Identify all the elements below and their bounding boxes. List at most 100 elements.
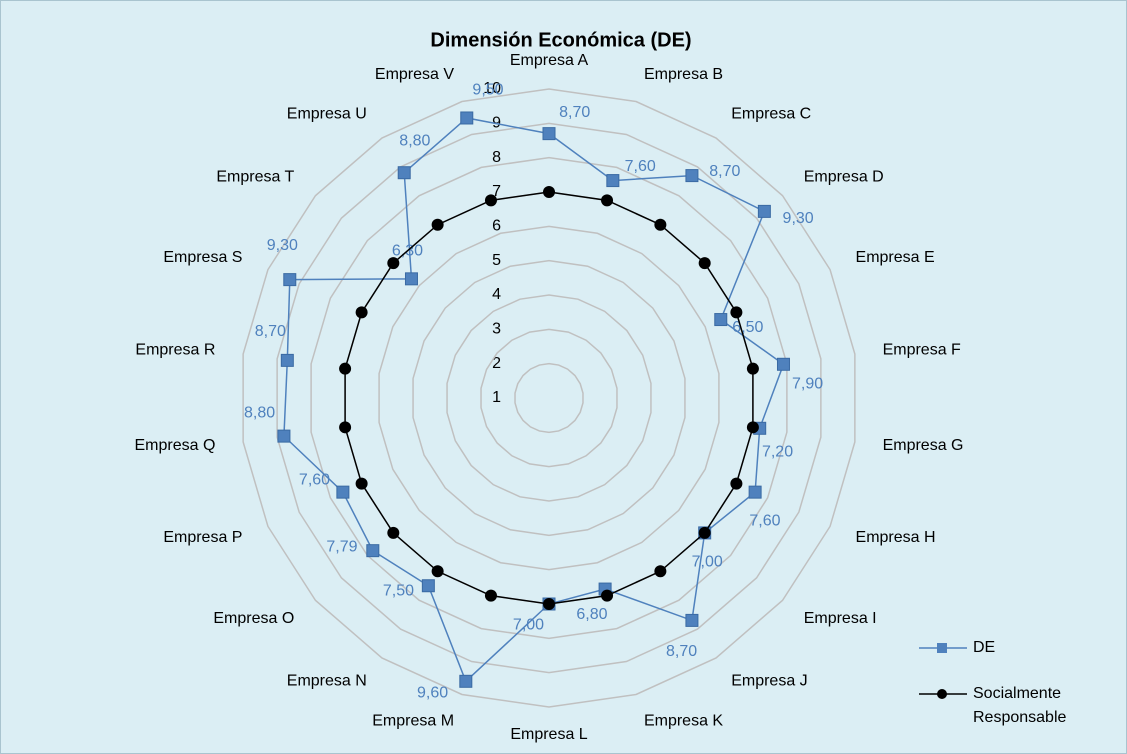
value-label: 7,90 bbox=[792, 376, 823, 393]
category-label: Empresa Q bbox=[135, 437, 216, 454]
marker bbox=[757, 204, 771, 218]
category-label: Empresa M bbox=[372, 713, 454, 730]
value-label: 7,60 bbox=[299, 472, 330, 489]
value-label: 8,70 bbox=[559, 104, 590, 121]
grid-ring bbox=[412, 259, 686, 537]
r-tick-label: 4 bbox=[492, 286, 501, 303]
category-label: Empresa L bbox=[510, 726, 587, 743]
category-label: Empresa D bbox=[804, 169, 884, 186]
value-label: 8,80 bbox=[244, 405, 275, 422]
grid-ring bbox=[446, 294, 652, 502]
marker bbox=[606, 174, 620, 188]
category-label: Empresa R bbox=[135, 341, 215, 358]
marker bbox=[685, 169, 699, 183]
value-label: 8,70 bbox=[255, 323, 286, 340]
category-label: Empresa C bbox=[731, 106, 811, 123]
marker bbox=[431, 218, 444, 231]
marker bbox=[339, 362, 352, 375]
marker bbox=[776, 357, 790, 371]
marker bbox=[404, 272, 418, 286]
r-tick-label: 10 bbox=[483, 80, 501, 97]
marker bbox=[460, 111, 474, 125]
value-label: 7,50 bbox=[383, 583, 414, 600]
marker bbox=[484, 589, 497, 602]
category-label: Empresa J bbox=[731, 673, 807, 690]
marker bbox=[543, 186, 555, 198]
value-label: 9,50 bbox=[472, 81, 503, 98]
category-label: Empresa T bbox=[216, 169, 294, 186]
marker bbox=[543, 598, 555, 610]
marker bbox=[336, 485, 350, 499]
marker bbox=[748, 485, 762, 499]
value-label: 7,00 bbox=[513, 616, 544, 633]
legend-text: DE bbox=[973, 639, 996, 656]
grid-ring bbox=[276, 122, 822, 674]
marker bbox=[280, 353, 294, 367]
value-label: 7,20 bbox=[762, 443, 793, 460]
value-label: 9,30 bbox=[267, 237, 298, 254]
marker bbox=[746, 421, 759, 434]
marker bbox=[421, 579, 435, 593]
marker bbox=[277, 429, 291, 443]
category-label: Empresa G bbox=[883, 437, 964, 454]
marker bbox=[601, 589, 614, 602]
r-tick-label: 6 bbox=[492, 218, 501, 235]
marker bbox=[431, 565, 444, 578]
r-tick-label: 8 bbox=[492, 149, 501, 166]
value-label: 8,70 bbox=[709, 163, 740, 180]
value-label: 6,50 bbox=[732, 319, 763, 336]
value-label: 8,70 bbox=[666, 643, 697, 660]
category-label: Empresa K bbox=[644, 713, 723, 730]
marker bbox=[746, 362, 759, 375]
category-label: Empresa O bbox=[213, 610, 294, 627]
marker bbox=[339, 421, 352, 434]
grid-ring bbox=[378, 225, 720, 571]
value-label: 9,60 bbox=[417, 684, 448, 701]
value-label: 7,60 bbox=[625, 158, 656, 175]
value-label: 9,30 bbox=[783, 210, 814, 227]
marker bbox=[387, 257, 400, 270]
category-label: Empresa H bbox=[856, 529, 936, 546]
category-label: Empresa V bbox=[375, 66, 454, 83]
marker bbox=[601, 194, 614, 207]
marker bbox=[397, 166, 411, 180]
category-label: Empresa I bbox=[804, 610, 877, 627]
value-label: 7,60 bbox=[749, 512, 780, 529]
marker bbox=[698, 526, 711, 539]
marker bbox=[459, 674, 473, 688]
chart-title: Dimensión Económica (DE) bbox=[430, 29, 691, 51]
marker bbox=[387, 526, 400, 539]
legend-text: Socialmente Responsable bbox=[973, 685, 1067, 726]
legend-marker bbox=[937, 643, 947, 653]
grid-ring bbox=[242, 88, 856, 708]
category-label: Empresa N bbox=[287, 673, 367, 690]
marker bbox=[714, 313, 728, 327]
r-tick-label: 7 bbox=[492, 183, 501, 200]
legend-marker bbox=[937, 689, 947, 699]
r-tick-label: 1 bbox=[492, 389, 501, 406]
marker bbox=[366, 544, 380, 558]
category-label: Empresa S bbox=[163, 249, 242, 266]
marker bbox=[355, 477, 368, 490]
value-label: 7,79 bbox=[326, 538, 357, 555]
marker bbox=[654, 218, 667, 231]
category-label: Empresa A bbox=[510, 52, 589, 69]
grid-ring bbox=[480, 328, 618, 468]
marker bbox=[685, 613, 699, 627]
marker bbox=[730, 306, 743, 319]
marker bbox=[542, 127, 556, 141]
marker bbox=[355, 306, 368, 319]
value-label: 8,80 bbox=[399, 132, 430, 149]
category-label: Empresa F bbox=[883, 341, 961, 358]
category-label: Empresa E bbox=[856, 249, 935, 266]
marker bbox=[484, 194, 497, 207]
marker bbox=[283, 273, 297, 287]
category-label: Empresa U bbox=[287, 106, 367, 123]
r-tick-label: 3 bbox=[492, 321, 501, 338]
marker bbox=[698, 257, 711, 270]
category-label: Empresa P bbox=[163, 529, 242, 546]
r-tick-label: 2 bbox=[492, 355, 501, 372]
grid-ring bbox=[514, 362, 584, 434]
